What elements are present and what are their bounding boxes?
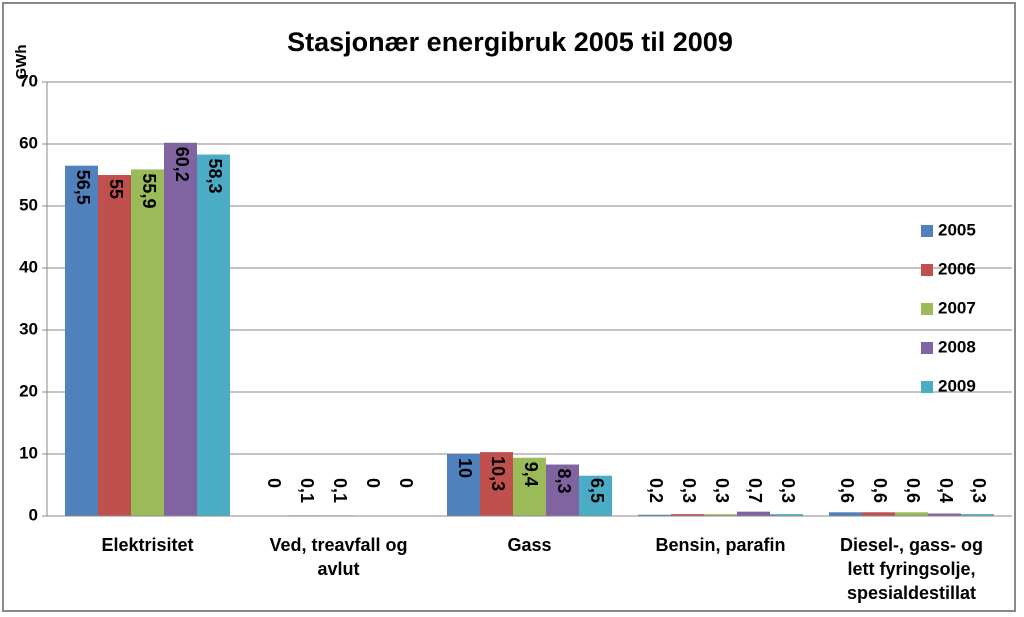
- value-label: 8,3: [554, 469, 574, 494]
- value-label: 6,5: [587, 478, 607, 503]
- legend-swatch: [921, 342, 933, 354]
- x-tick-label: Gass: [507, 535, 551, 555]
- bar: [480, 452, 513, 516]
- x-tick-label: Ved, treavfall og: [269, 535, 407, 555]
- legend-label: 2009: [938, 376, 976, 395]
- value-label: 0,1: [297, 478, 317, 503]
- y-tick-label: 10: [19, 443, 38, 462]
- bar: [770, 514, 803, 516]
- bar: [197, 154, 230, 517]
- bar: [862, 512, 895, 516]
- legend-label: 2008: [938, 337, 976, 356]
- x-tick-label: avlut: [317, 559, 359, 579]
- bar: [895, 512, 928, 516]
- bar: [928, 513, 961, 516]
- legend-swatch: [921, 225, 933, 237]
- y-tick-label: 40: [19, 257, 38, 276]
- x-tick-label: spesialdestillat: [847, 583, 976, 603]
- bar: [737, 511, 770, 516]
- value-label: 10: [455, 458, 475, 478]
- value-label: 0,6: [870, 478, 890, 503]
- value-label: 0,6: [837, 478, 857, 503]
- legend-swatch: [921, 381, 933, 393]
- value-label: 56,5: [73, 170, 93, 205]
- value-label: 10,3: [488, 456, 508, 491]
- value-label: 0,1: [330, 478, 350, 503]
- value-label: 0,6: [903, 478, 923, 503]
- legend-label: 2007: [938, 298, 976, 317]
- x-tick-label: lett fyringsolje,: [847, 559, 975, 579]
- bar: [638, 514, 671, 516]
- bar: [164, 142, 197, 516]
- bar: [671, 514, 704, 516]
- y-tick-label: 20: [19, 381, 38, 400]
- bar: [131, 169, 164, 517]
- value-label: 0,3: [712, 478, 732, 503]
- value-label: 0: [396, 478, 416, 488]
- value-label: 60,2: [172, 147, 192, 182]
- value-label: 0: [264, 478, 284, 488]
- value-label: 0,2: [646, 478, 666, 503]
- value-label: 9,4: [521, 462, 541, 487]
- bar: [961, 514, 994, 516]
- y-tick-label: 0: [29, 505, 38, 524]
- legend-label: 2006: [938, 259, 976, 278]
- y-tick-label: 30: [19, 319, 38, 338]
- value-label: 0,3: [969, 478, 989, 503]
- y-axis-label: GWh: [13, 45, 30, 80]
- bar: [704, 514, 737, 516]
- legend-label: 2005: [938, 220, 976, 239]
- legend-swatch: [921, 264, 933, 276]
- value-label: 0,3: [679, 478, 699, 503]
- bar: [98, 175, 131, 516]
- x-tick-label: Diesel-, gass- og: [840, 535, 983, 555]
- bar: [447, 454, 480, 516]
- value-label: 58,3: [205, 159, 225, 194]
- value-label: 0,3: [778, 478, 798, 503]
- y-tick-label: 60: [19, 133, 38, 152]
- legend-swatch: [921, 303, 933, 315]
- value-label: 0,4: [936, 478, 956, 503]
- value-label: 0: [363, 478, 383, 488]
- bar: [65, 165, 98, 516]
- x-tick-label: Bensin, parafin: [655, 535, 785, 555]
- value-label: 55,9: [139, 173, 159, 208]
- bar: [513, 457, 546, 516]
- value-label: 55: [106, 179, 126, 199]
- bar: [546, 464, 579, 516]
- chart-title: Stasjonær energibruk 2005 til 2009: [287, 27, 733, 57]
- bar: [579, 475, 612, 516]
- y-tick-label: 50: [19, 195, 38, 214]
- bar: [829, 512, 862, 516]
- x-tick-label: Elektrisitet: [101, 535, 193, 555]
- value-label: 0,7: [745, 478, 765, 503]
- y-tick-label: 70: [19, 71, 38, 90]
